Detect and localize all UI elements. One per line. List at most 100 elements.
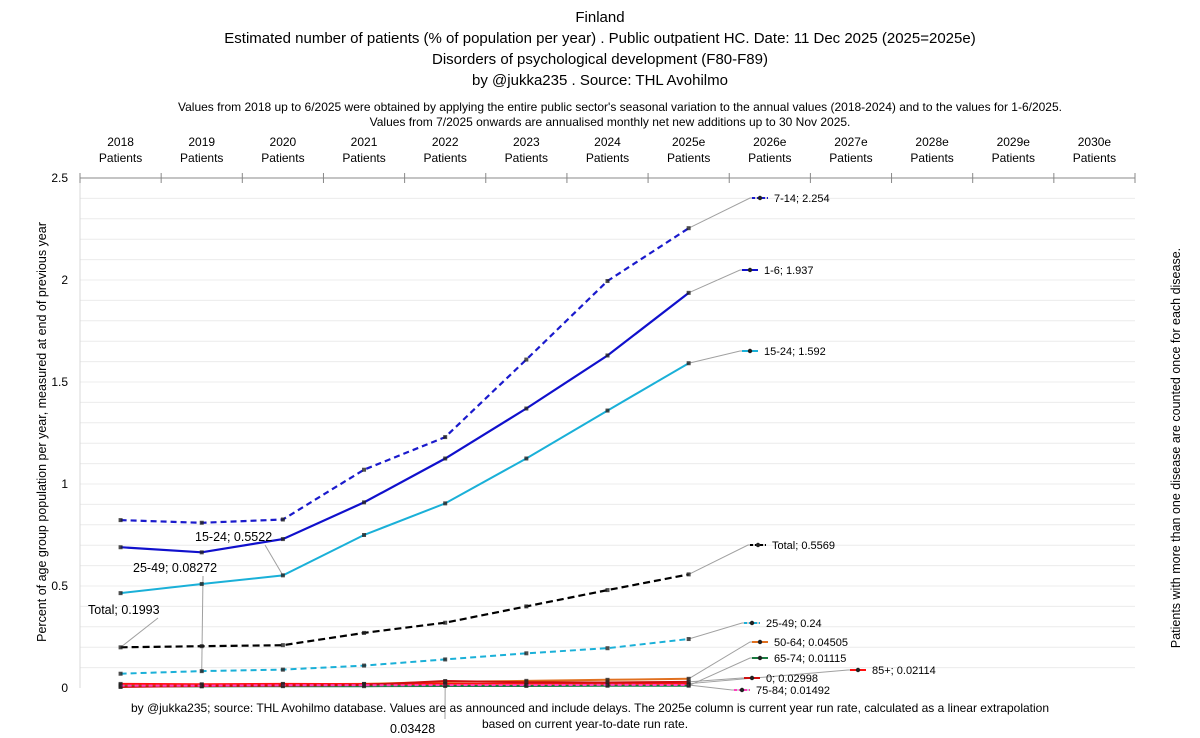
end-label-0: 0; 0.02998: [766, 673, 818, 685]
category-sublabel: Patients: [261, 151, 304, 165]
chart-subtitle: Values from 2018 up to 6/2025 were obtai…: [178, 100, 1062, 129]
category-sublabel: Patients: [180, 151, 223, 165]
data-point-15-24: [443, 501, 448, 506]
data-point-50-64: [686, 676, 691, 681]
y-tick-label: 2.5: [51, 171, 68, 185]
legend-key-marker-25-49: [749, 620, 755, 626]
data-point-Total: [524, 604, 529, 609]
end-label-7-14: 7-14; 2.254: [774, 193, 830, 205]
category-sublabel: Patients: [424, 151, 467, 165]
y-tick-label: 2: [61, 273, 68, 287]
title-line-3: Disorders of psychological development (…: [432, 51, 768, 68]
series-line-15-24: [120, 362, 690, 595]
category-sublabel: Patients: [748, 151, 791, 165]
category-label: 2024: [594, 135, 621, 149]
data-point-50-64: [605, 677, 610, 682]
title-line-4: by @jukka235 . Source: THL Avohilmo: [472, 72, 728, 89]
y-tick-labels: 0 0.5 1 1.5 2 2.5: [51, 171, 68, 695]
series-line-Total: [120, 573, 689, 649]
series-line-1-6: [120, 292, 690, 554]
category-sublabel: Patients: [829, 151, 872, 165]
end-label-85+: 85+; 0.02114: [872, 665, 936, 677]
data-point-1-6: [443, 456, 448, 461]
data-point-1-6: [605, 353, 610, 358]
end-label-Total: Total; 0.5569: [772, 540, 835, 552]
annotation-label: 25-49; 0.08272: [133, 561, 217, 575]
y-tick-label: 0.5: [51, 579, 68, 593]
data-point-15-24: [686, 361, 691, 366]
data-point-Total: [362, 630, 367, 635]
category-label: 2025e: [672, 135, 706, 149]
end-label-1-6: 1-6; 1.937: [764, 265, 814, 277]
y-tick-label: 1.5: [51, 375, 68, 389]
data-point-Total: [199, 644, 204, 649]
data-point-0: [524, 680, 529, 685]
category-sublabel: Patients: [342, 151, 385, 165]
callout-line: [688, 622, 760, 640]
subtitle-line-1: Values from 2018 up to 6/2025 were obtai…: [178, 100, 1062, 114]
title-line-1: Finland: [575, 9, 624, 26]
gridlines: [80, 197, 1135, 669]
category-sublabel: Patients: [667, 151, 710, 165]
y-tick-label: 1: [61, 477, 68, 491]
footnote: by @jukka235; source: THL Avohilmo datab…: [131, 701, 1049, 731]
annotation-leader: [201, 575, 204, 672]
legend-key-marker-65-74: [757, 655, 763, 661]
data-point-75-84: [118, 683, 123, 688]
legend-key-marker-75-84: [739, 687, 745, 693]
data-point-15-24: [199, 581, 204, 586]
legend-key-marker-15-24: [747, 348, 753, 354]
data-point-7-14: [362, 467, 367, 472]
data-point-Total: [605, 588, 610, 593]
callout-lines: [120, 197, 866, 720]
data-point-Total: [686, 572, 691, 577]
annotation-leader: [264, 544, 284, 576]
legend-key-marker-85+: [855, 667, 861, 673]
data-point-7-14: [280, 517, 285, 522]
series-line-85+: [120, 682, 689, 686]
category-label: 2028e: [915, 135, 949, 149]
data-point-25-49: [686, 637, 691, 642]
end-label-25-49: 25-49; 0.24: [766, 618, 822, 630]
data-point-75-84: [443, 683, 448, 688]
data-point-1-6: [686, 290, 691, 295]
category-sublabel: Patients: [586, 151, 629, 165]
right-side-note: Patients with more than one disease are …: [1169, 248, 1183, 648]
data-point-75-84: [280, 683, 285, 688]
series-line-25-49: [120, 638, 689, 675]
legend-key-marker-Total: [755, 542, 761, 548]
category-label: 2030e: [1078, 135, 1112, 149]
chart-title: Finland Estimated number of patients (% …: [224, 9, 975, 89]
annotation-leader: [120, 617, 159, 648]
data-point-25-49: [280, 667, 285, 672]
data-point-25-49: [362, 663, 367, 668]
callout-line: [688, 197, 768, 229]
data-point-25-49: [605, 646, 610, 651]
data-point-15-24: [280, 573, 285, 578]
data-point-75-84: [686, 682, 691, 687]
data-point-1-6: [199, 550, 204, 555]
category-sublabel: Patients: [99, 151, 142, 165]
data-point-0: [605, 680, 610, 685]
category-label: 2018: [107, 135, 134, 149]
data-point-7-14: [118, 518, 123, 523]
annotations: 15-24; 0.5522 25-49; 0.08272 Total; 0.1993…: [88, 530, 435, 736]
data-point-75-84: [524, 683, 529, 688]
category-label: 2023: [513, 135, 540, 149]
data-point-75-84: [605, 682, 610, 687]
category-labels: 2018 Patients 2019 Patients 2020 Patients 2021…: [99, 135, 1116, 165]
data-point-15-24: [524, 456, 529, 461]
annotation-label: 15-24; 0.5522: [195, 530, 272, 544]
category-sublabel: Patients: [992, 151, 1035, 165]
data-point-15-24: [362, 533, 367, 537]
subtitle-line-2: Values from 7/2025 onwards are annualise…: [370, 115, 851, 129]
category-label: 2026e: [753, 135, 787, 149]
data-point-75-84: [199, 683, 204, 688]
data-point-25-49: [118, 671, 123, 676]
legend-key-marker-7-14: [757, 195, 763, 201]
end-label-50-64: 50-64; 0.04505: [774, 637, 848, 649]
category-label: 2029e: [997, 135, 1031, 149]
data-point-7-14: [686, 226, 691, 231]
data-point-7-14: [524, 357, 529, 362]
y-tick-label: 0: [61, 681, 68, 695]
